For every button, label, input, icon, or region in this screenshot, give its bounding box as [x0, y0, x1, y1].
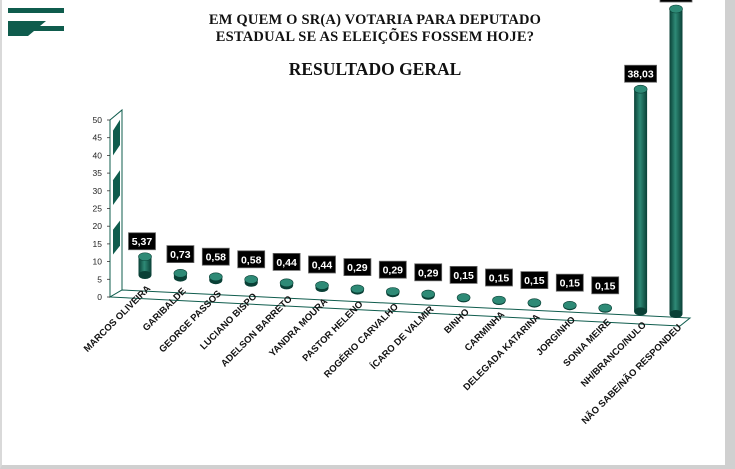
bar-top	[138, 252, 152, 262]
bar-top	[598, 303, 613, 313]
data-label: 0,15	[524, 275, 545, 287]
y-tick-label: 50	[93, 115, 103, 125]
y-tick-label: 10	[93, 257, 103, 267]
bar-base	[669, 310, 683, 318]
y-tick-label: 15	[93, 239, 103, 249]
category-label: NH/BRANCO/NULO	[579, 320, 649, 390]
bar-top	[350, 284, 365, 294]
bar-top	[562, 301, 577, 310]
y-tick-label: 35	[93, 168, 103, 178]
data-label-box	[414, 263, 443, 282]
wall-band	[113, 119, 120, 156]
data-label: 0,58	[241, 254, 262, 266]
data-label-box	[624, 64, 657, 83]
question-title: EM QUEM O SR(A) VOTARIA PARA DEPUTADO ES…	[208, 12, 542, 45]
data-label-box	[449, 265, 478, 284]
bar	[634, 89, 648, 312]
y-tick-label: 25	[93, 204, 103, 214]
data-label: 0,29	[347, 262, 368, 274]
wall-band	[113, 170, 120, 205]
data-label: 0,15	[489, 273, 510, 285]
bar	[138, 256, 152, 275]
data-label-box	[485, 268, 513, 287]
data-label: 0,15	[560, 278, 581, 290]
data-label-box	[555, 273, 584, 292]
category-label: ÍCARO DE VALMIR	[369, 304, 437, 372]
bar	[669, 9, 683, 314]
data-label-box	[378, 260, 407, 279]
y-tick-label: 5	[97, 274, 102, 284]
bar-top	[385, 287, 400, 296]
data-label: 0,58	[206, 252, 227, 264]
stripes-logo-icon	[8, 8, 64, 36]
y-tick-label: 30	[93, 186, 103, 196]
data-label: 0,44	[276, 257, 297, 269]
data-label: 52,21	[663, 0, 689, 1]
data-label: 0,15	[453, 270, 474, 282]
bar-top	[244, 275, 258, 284]
bar-base	[138, 271, 152, 279]
data-label-box	[201, 247, 230, 266]
data-label: 38,03	[627, 69, 653, 81]
bar-top	[492, 295, 506, 305]
data-label-box	[520, 271, 549, 290]
wall-band	[113, 220, 120, 255]
data-label: 0,73	[170, 249, 191, 261]
data-label-box	[128, 232, 156, 251]
data-label: 0,29	[383, 265, 404, 277]
data-label-box	[308, 255, 336, 274]
y-tick-label: 45	[93, 133, 103, 143]
bar-top	[633, 84, 648, 94]
bar-base	[634, 307, 648, 316]
bar-top	[527, 298, 542, 308]
bar-top	[173, 269, 188, 278]
data-label-box	[237, 250, 266, 269]
category-label: DELEGADA KATARINA	[461, 312, 542, 393]
data-label: 0,44	[312, 260, 333, 272]
bar-top	[456, 293, 471, 302]
y-tick-label: 40	[93, 150, 103, 160]
data-label-box	[343, 258, 372, 277]
category-label: ADELSON BARRETO	[219, 294, 295, 370]
y-tick-label: 0	[97, 292, 102, 302]
data-label: 0,15	[595, 280, 616, 292]
y-tick-label: 20	[93, 221, 103, 231]
bar-top	[669, 4, 683, 14]
bar-top	[315, 281, 329, 290]
chart-floor	[108, 289, 692, 327]
category-label: ROGÉRIO CARVALHO	[322, 302, 401, 381]
data-label-box	[166, 245, 195, 264]
data-label-box	[591, 276, 620, 295]
bar-top	[279, 278, 294, 288]
data-label: 5,37	[132, 236, 153, 248]
data-label: 0,29	[418, 267, 439, 279]
bar-top	[421, 289, 436, 299]
data-label-box	[659, 0, 693, 3]
result-subtitle: RESULTADO GERAL	[288, 59, 462, 79]
bar-top	[209, 272, 223, 282]
data-label-box	[272, 252, 301, 271]
